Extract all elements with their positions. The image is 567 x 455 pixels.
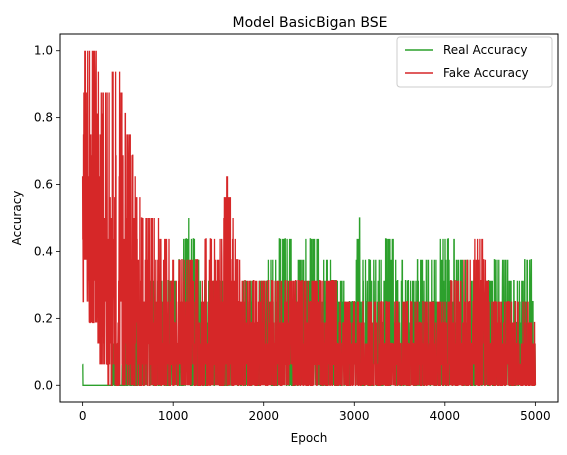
legend-label-real-accuracy: Real Accuracy <box>443 43 527 57</box>
legend-box <box>396 36 553 88</box>
plot-frame <box>59 33 559 403</box>
legend: Real Accuracy Fake Accuracy <box>396 36 553 88</box>
series-line-fake-accuracy <box>81 50 537 386</box>
x-tick-label: 2000 <box>248 409 279 423</box>
x-tick-label: 0 <box>79 409 87 423</box>
y-tick-label: 0.8 <box>34 111 53 125</box>
legend-label-fake-accuracy: Fake Accuracy <box>443 66 529 80</box>
x-tick-label: 3000 <box>339 409 370 423</box>
y-tick-label: 0.4 <box>34 244 53 258</box>
x-axis: 0 1000 2000 3000 4000 5000 <box>79 402 551 423</box>
y-tick-label: 0.2 <box>34 311 53 325</box>
x-tick-label: 4000 <box>430 409 461 423</box>
x-tick-label: 1000 <box>158 409 189 423</box>
x-axis-label: Epoch <box>291 431 328 445</box>
y-tick-label: 0.0 <box>34 378 53 392</box>
y-tick-label: 0.6 <box>34 178 53 192</box>
x-tick-label: 5000 <box>520 409 551 423</box>
series-layer <box>81 50 537 386</box>
y-tick-label: 1.0 <box>34 44 53 58</box>
y-axis-label: Accuracy <box>10 191 24 246</box>
y-axis: 0.0 0.2 0.4 0.6 0.8 1.0 <box>34 44 60 392</box>
chart-title: Model BasicBigan BSE <box>233 15 388 31</box>
